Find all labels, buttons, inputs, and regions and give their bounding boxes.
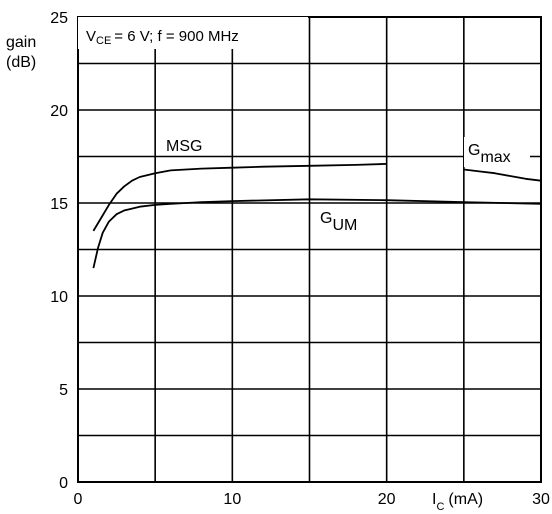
y-tick-label: 10	[50, 289, 68, 306]
y-axis-title: gain	[6, 34, 36, 51]
condition-label: VCE = 6 V; f = 900 MHz	[86, 28, 239, 47]
series-label-gum: GUM	[320, 210, 357, 234]
x-axis-title: IC (mA)	[432, 491, 483, 513]
gmax-label-bg	[464, 137, 530, 167]
series-label-gmax: Gmax	[468, 142, 511, 166]
x-tick-label: 30	[532, 491, 550, 508]
y-tick-label: 15	[50, 196, 68, 213]
x-tick-label: 10	[223, 491, 241, 508]
plot-frame	[77, 16, 542, 483]
y-tick-label: 20	[50, 103, 68, 120]
series-line-msg	[92, 163, 387, 232]
condition-label-box	[78, 17, 308, 49]
x-tick-label: 20	[378, 491, 396, 508]
y-tick-label: 0	[59, 475, 68, 492]
series-line-gmax	[463, 168, 542, 182]
axis-tick-labels: 0 5 10 15 20 25 0 10 20 30	[50, 10, 550, 508]
grid-lines	[78, 16, 542, 482]
y-axis-unit: (dB)	[6, 54, 36, 71]
data-series	[92, 163, 542, 269]
series-line-gum	[92, 198, 542, 269]
x-tick-label: 0	[74, 491, 83, 508]
msg-label-bg	[164, 133, 216, 155]
y-tick-label: 25	[50, 10, 68, 27]
series-label-msg: MSG	[166, 138, 202, 155]
gum-label-bg	[316, 206, 374, 236]
y-tick-label: 5	[59, 382, 68, 399]
